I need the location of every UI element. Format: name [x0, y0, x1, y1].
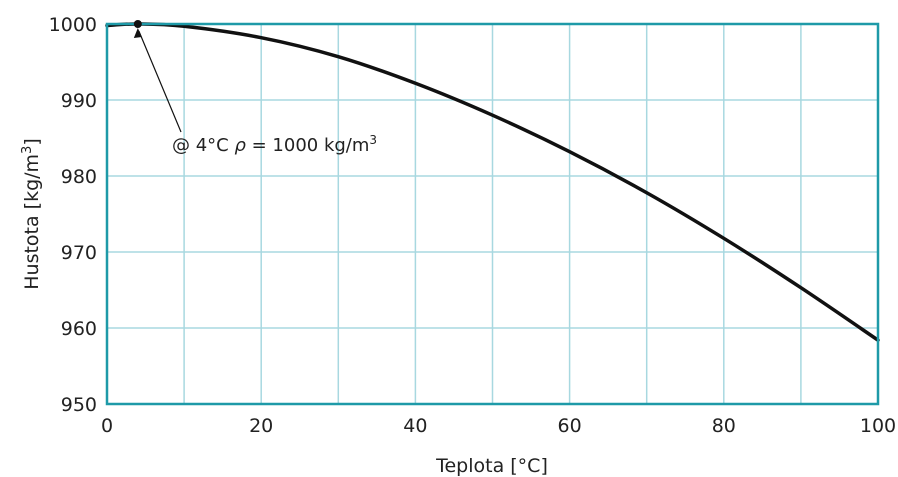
y-axis-label-close: ] — [21, 138, 43, 145]
annotation-arrow-head — [133, 28, 142, 38]
y-axis-label-superscript: 3 — [20, 146, 35, 154]
annotation-arrow-line — [138, 30, 182, 133]
y-tick-label: 980 — [61, 166, 97, 188]
series — [105, 22, 880, 342]
x-tick-label: 20 — [249, 415, 273, 437]
y-tick-label: 950 — [61, 394, 97, 416]
y-tick-label: 970 — [61, 242, 97, 264]
x-tick-label: 0 — [101, 415, 113, 437]
annotation: @ 4°C ρ = 1000 kg/m3 — [133, 20, 377, 156]
annotation-prefix: @ 4°C — [172, 135, 234, 156]
x-tick-label: 60 — [558, 415, 582, 437]
density-curve — [105, 22, 880, 342]
y-axis-label: Hustota [kg/m3] — [20, 138, 44, 290]
x-ticks: 0 20 40 60 80 100 — [101, 415, 896, 437]
annotation-point — [133, 20, 142, 28]
annotation-label: @ 4°C ρ = 1000 kg/m3 — [172, 133, 377, 156]
x-axis-label: Teplota [°C] — [435, 455, 548, 477]
annotation-superscript: 3 — [369, 133, 377, 147]
y-ticks: 950 960 970 980 990 1000 — [49, 14, 97, 416]
y-tick-label: 960 — [61, 318, 97, 340]
grid — [107, 24, 878, 404]
annotation-rho: ρ — [234, 135, 246, 156]
annotation-value: = 1000 kg/m — [246, 135, 370, 156]
x-tick-label: 80 — [712, 415, 736, 437]
y-axis-label-text: Hustota [kg/m — [21, 154, 43, 290]
plot-frame — [105, 22, 880, 406]
x-tick-label: 40 — [403, 415, 427, 437]
y-tick-label: 1000 — [49, 14, 97, 36]
x-tick-label: 100 — [860, 415, 896, 437]
y-tick-label: 990 — [61, 90, 97, 112]
